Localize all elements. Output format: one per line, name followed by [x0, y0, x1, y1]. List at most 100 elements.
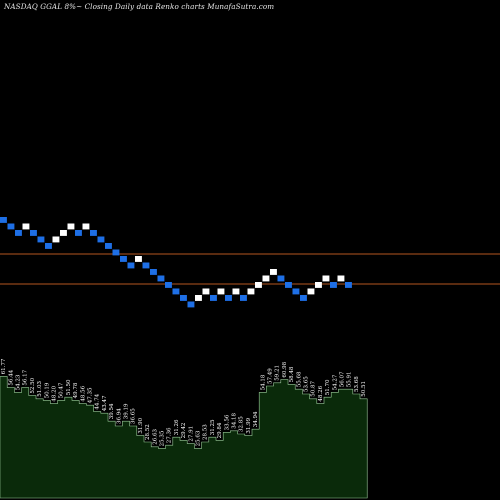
volume-label: 48.56 — [80, 385, 86, 401]
renko-brick-up — [270, 269, 277, 275]
renko-brick-up — [60, 230, 67, 236]
renko-brick-down — [172, 288, 180, 295]
renko-brick-up — [262, 275, 270, 282]
volume-label: 32.85 — [239, 416, 245, 432]
volume-label: 29.42 — [181, 423, 187, 439]
renko-brick-down — [285, 282, 292, 288]
volume-label: 28.53 — [203, 424, 209, 440]
renko-brick-down — [45, 243, 52, 249]
volume-label: 43.47 — [102, 395, 108, 411]
renko-brick-down — [75, 230, 82, 236]
renko-bricks — [0, 217, 352, 308]
volume-label: 53.68 — [354, 376, 360, 392]
volume-label: 61.77 — [1, 358, 7, 374]
volume-label: 50.47 — [59, 382, 65, 398]
renko-brick-up — [232, 288, 240, 295]
renko-brick-up — [255, 282, 262, 288]
renko-brick-down — [142, 262, 150, 269]
renko-brick-up — [52, 236, 60, 243]
renko-brick-down — [0, 217, 7, 223]
renko-brick-down — [97, 236, 105, 243]
volume-label: 54.18 — [260, 374, 266, 390]
level-lines — [0, 253, 500, 285]
renko-brick-up — [247, 288, 255, 295]
volume-label: 51.03 — [37, 381, 43, 397]
volume-label: 31.90 — [138, 417, 144, 433]
volume-label: 56.07 — [340, 371, 346, 387]
volume-label: 31.25 — [210, 419, 216, 435]
renko-brick-down — [157, 275, 165, 282]
renko-brick-up — [82, 223, 90, 230]
renko-brick-down — [165, 282, 172, 288]
volume-label: 27.36 — [167, 427, 173, 443]
volume-label: 52.50 — [30, 377, 36, 393]
renko-brick-down — [120, 256, 127, 262]
volume-label: 33.56 — [224, 414, 230, 430]
volume-label: 50.51 — [361, 381, 367, 397]
renko-brick-up — [195, 295, 202, 301]
volume-label: 25.35 — [160, 430, 166, 446]
renko-brick-down — [37, 236, 45, 243]
volume-label: 34.94 — [253, 411, 259, 427]
volume-label: 56.17 — [23, 369, 29, 385]
renko-brick-up — [337, 275, 345, 282]
renko-brick-down — [30, 230, 37, 236]
volume-label: 51.70 — [325, 379, 331, 395]
renko-brick-down — [7, 223, 15, 230]
renko-brick-up — [67, 223, 75, 230]
volume-label: 48.20 — [52, 385, 58, 401]
volume-label: 54.23 — [16, 374, 22, 390]
renko-brick-down — [345, 282, 352, 288]
renko-brick-up — [315, 282, 322, 288]
volume-area — [0, 376, 368, 499]
renko-brick-up — [22, 223, 30, 230]
volume-label: 51.50 — [66, 379, 72, 395]
renko-brick-down — [330, 282, 337, 288]
volume-label: 36.65 — [131, 408, 137, 424]
renko-brick-down — [187, 301, 195, 308]
volume-label: 25.63 — [196, 430, 202, 446]
volume-label: 27.91 — [188, 426, 194, 442]
chart-title: NASDAQ GGAL 8%~ Closing Daily data Renko… — [4, 2, 275, 11]
volume-polygon — [0, 376, 368, 499]
renko-brick-down — [292, 288, 300, 295]
renko-brick-down — [180, 295, 187, 301]
volume-label: 29.84 — [217, 422, 223, 438]
volume-label: 55.68 — [296, 371, 302, 387]
renko-brick-up — [135, 256, 142, 262]
volume-label: 28.52 — [145, 424, 151, 440]
volume-label: 50.87 — [311, 381, 317, 397]
volume-label: 57.49 — [268, 368, 274, 384]
volume-label: 34.18 — [232, 413, 238, 429]
renko-brick-up — [307, 288, 315, 295]
volume-label: 31.26 — [174, 419, 180, 435]
volume-label: 50.19 — [44, 382, 50, 398]
volume-label: 39.19 — [124, 403, 130, 419]
renko-brick-down — [127, 262, 135, 269]
volume-label: 26.63 — [152, 429, 158, 445]
volume-label: 56.44 — [8, 369, 14, 385]
renko-brick-down — [240, 295, 247, 301]
renko-brick-down — [300, 295, 307, 301]
volume-label: 39.54 — [109, 403, 115, 419]
renko-brick-up — [202, 288, 210, 295]
volume-label: 55.91 — [347, 371, 353, 387]
renko-brick-up — [322, 275, 330, 282]
volume-label: 58.48 — [289, 366, 295, 382]
renko-brick-down — [90, 230, 97, 236]
renko-brick-down — [112, 249, 120, 256]
renko-brick-down — [150, 269, 157, 275]
volume-label: 49.78 — [73, 382, 79, 398]
volume-label: 48.26 — [318, 385, 324, 401]
volume-label: 47.35 — [88, 387, 94, 403]
renko-brick-down — [105, 243, 112, 249]
volume-label: 59.21 — [275, 365, 281, 381]
volume-label: 60.98 — [282, 361, 288, 377]
volume-label: 44.74 — [95, 393, 101, 409]
volume-label: 53.65 — [304, 376, 310, 392]
renko-brick-down — [225, 295, 232, 301]
renko-brick-down — [15, 230, 22, 236]
